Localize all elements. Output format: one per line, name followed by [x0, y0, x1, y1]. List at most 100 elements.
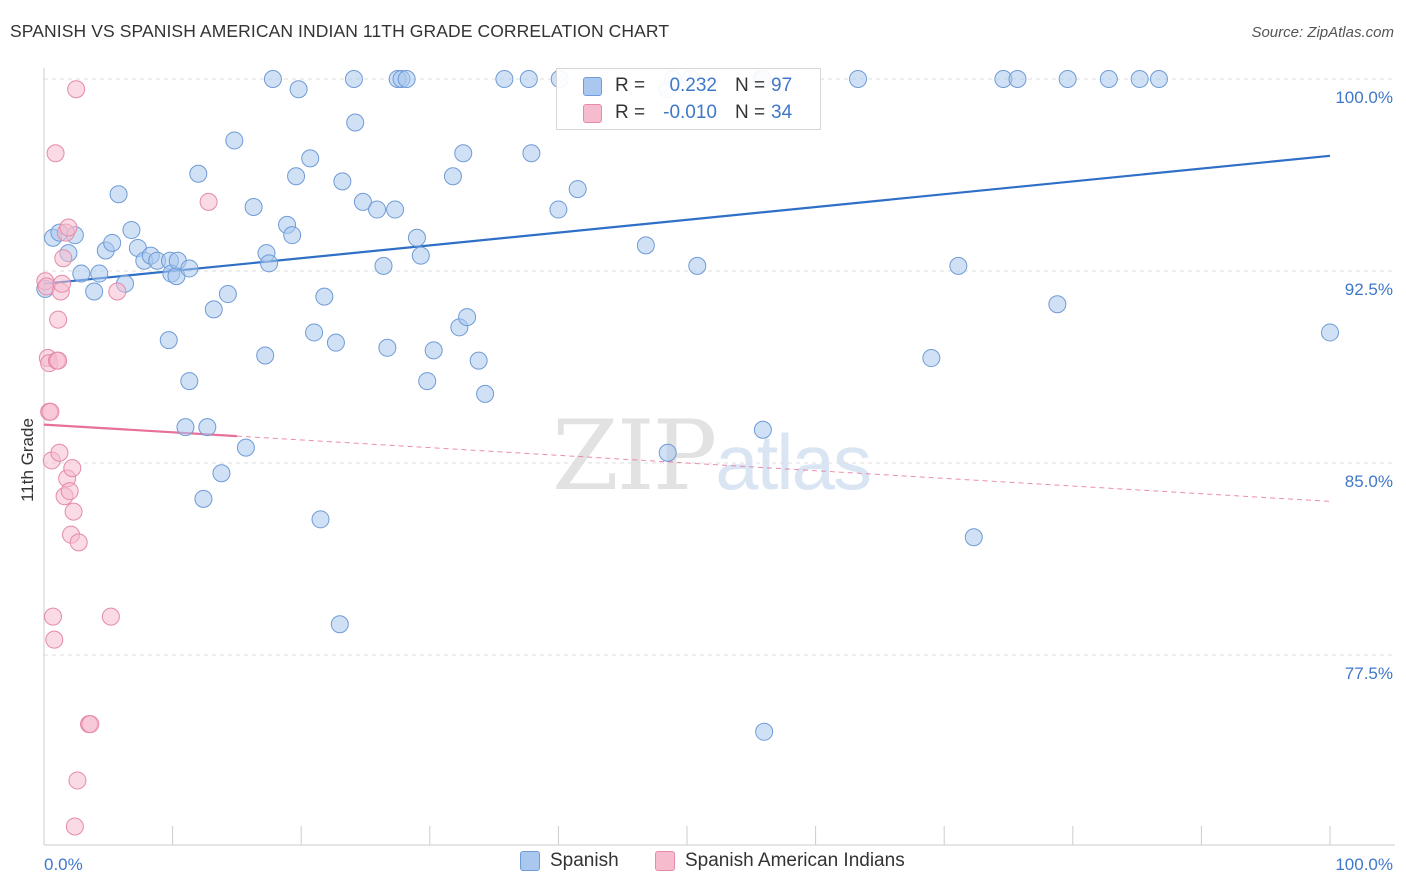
point-spanish — [1149, 70, 1168, 88]
point-spanish — [688, 256, 707, 275]
point-spanish-american-indians — [54, 249, 73, 268]
legend-item-spanish[interactable]: Spanish — [520, 850, 619, 872]
point-spanish-american-indians — [60, 482, 79, 501]
stats-legend-box: R = 0.232 N = 97 R = -0.010 N = 34 — [556, 68, 821, 130]
point-spanish — [476, 384, 495, 403]
y-tick-label: 100.0% — [1335, 88, 1393, 107]
r-value: -0.010 — [663, 102, 717, 123]
legend-item-spanish-american-indians[interactable]: Spanish American Indians — [655, 850, 905, 872]
point-spanish — [1321, 323, 1339, 342]
point-spanish — [378, 338, 397, 357]
point-spanish — [103, 233, 122, 252]
point-spanish — [1008, 70, 1027, 88]
point-spanish — [353, 192, 372, 211]
point-spanish — [636, 236, 655, 255]
point-spanish — [283, 226, 302, 245]
x-tick-label: 100.0% — [1335, 855, 1393, 874]
point-spanish-american-indians — [49, 310, 68, 329]
point-spanish — [522, 144, 541, 163]
point-spanish — [109, 185, 128, 204]
point-spanish — [849, 70, 868, 88]
point-spanish — [411, 246, 430, 265]
point-spanish-american-indians — [68, 771, 87, 790]
spanish-swatch — [583, 77, 602, 96]
trend-line-spanish-american-indians-dashed — [236, 435, 1331, 502]
point-spanish — [122, 221, 141, 240]
point-spanish — [263, 70, 282, 88]
point-spanish — [344, 70, 363, 88]
point-spanish-american-indians — [41, 402, 60, 421]
point-spanish-american-indians — [69, 533, 88, 552]
watermark-zip: ZIP — [552, 400, 717, 512]
point-spanish — [198, 418, 217, 437]
point-spanish — [755, 722, 774, 741]
r-label: R = — [615, 75, 646, 96]
point-spanish — [311, 510, 330, 529]
point-spanish — [218, 285, 237, 304]
n-value: 97 — [771, 75, 793, 96]
point-spanish — [386, 200, 405, 219]
point-spanish — [374, 256, 393, 275]
point-spanish — [922, 349, 941, 368]
point-spanish — [397, 70, 416, 88]
r-label: R = — [615, 102, 646, 123]
point-spanish-american-indians — [50, 443, 69, 462]
spanish-american-indians-swatch — [583, 104, 602, 123]
point-spanish — [301, 149, 320, 168]
points-layer — [36, 70, 1339, 836]
source-attribution: Source: ZipAtlas.com — [1251, 24, 1394, 41]
point-spanish — [753, 420, 772, 439]
legend-label-spanish: Spanish — [550, 850, 619, 871]
watermark-atlas: atlas — [715, 418, 872, 506]
legend-swatch-spanish-american-indians — [655, 851, 675, 871]
legend-label-spanish-american-indians: Spanish American Indians — [685, 850, 905, 871]
point-spanish — [346, 113, 365, 132]
point-spanish-american-indians — [108, 282, 127, 301]
point-spanish — [949, 256, 968, 275]
point-spanish — [368, 200, 387, 219]
point-spanish — [244, 198, 263, 216]
point-spanish — [85, 282, 104, 301]
point-spanish-american-indians — [199, 192, 218, 211]
trend-line-spanish — [43, 154, 1331, 285]
point-spanish — [180, 259, 199, 278]
point-spanish — [469, 351, 488, 370]
point-spanish — [549, 200, 568, 219]
chart-title: SPANISH VS SPANISH AMERICAN INDIAN 11TH … — [10, 21, 670, 41]
point-spanish — [189, 164, 208, 183]
point-spanish — [225, 131, 244, 150]
point-spanish — [260, 254, 279, 273]
point-spanish — [256, 346, 275, 365]
point-spanish — [305, 323, 324, 342]
point-spanish — [289, 80, 308, 99]
point-spanish-american-indians — [64, 502, 83, 521]
point-spanish — [407, 228, 426, 247]
point-spanish — [333, 172, 352, 191]
point-spanish-american-indians — [45, 630, 64, 649]
y-tick-label: 92.5% — [1345, 280, 1393, 299]
point-spanish — [1099, 70, 1118, 88]
point-spanish — [72, 264, 91, 283]
point-spanish — [658, 443, 677, 462]
point-spanish-american-indians — [63, 459, 82, 478]
stats-row-spanish-american-indians: R = -0.010 N = 34 — [557, 100, 822, 128]
point-spanish — [519, 70, 538, 88]
point-spanish-american-indians — [65, 817, 84, 836]
point-spanish — [287, 167, 306, 186]
grid-layer — [44, 78, 1395, 656]
r-value: 0.232 — [669, 75, 717, 96]
stats-row-spanish: R = 0.232 N = 97 — [557, 73, 822, 101]
tick-label-layer: 77.5% 85.0% 92.5% 100.0% 0.0% 100.0% — [44, 88, 1393, 874]
point-spanish — [180, 372, 199, 391]
point-spanish — [212, 464, 231, 483]
point-spanish-american-indians — [81, 715, 100, 734]
point-spanish-american-indians — [53, 274, 72, 293]
point-spanish-american-indians — [44, 607, 63, 626]
point-spanish — [964, 528, 983, 547]
point-spanish — [443, 167, 462, 186]
legend-swatch-spanish — [520, 851, 540, 871]
point-spanish-american-indians — [59, 218, 78, 237]
point-spanish — [159, 331, 178, 350]
n-label: N = — [735, 75, 766, 96]
